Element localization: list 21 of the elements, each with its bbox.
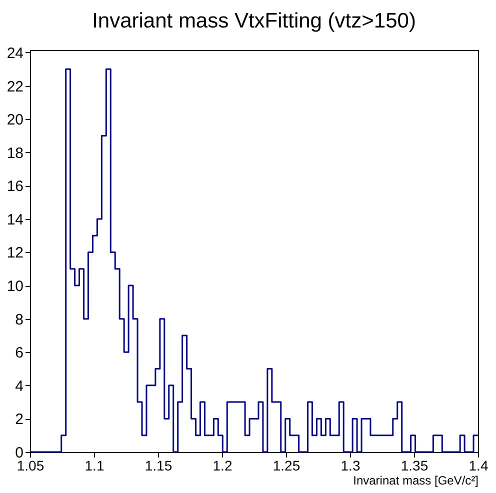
y-tick-label: 8 [15,311,24,328]
y-tick-label: 10 [6,278,24,296]
x-tick-label: 1.25 [272,458,300,474]
y-tick-label: 4 [15,378,24,395]
chart-title: Invariant mass VtxFitting (vtz>150) [92,9,416,32]
y-tick-label: 14 [6,211,24,228]
x-tick-label: 1.2 [212,458,232,474]
y-tick-label: 2 [15,411,24,428]
y-tick-label: 12 [6,244,24,262]
y-tick-label: 24 [6,44,24,62]
x-tick-label: 1.4 [468,458,488,474]
x-tick-label: 1.35 [400,458,428,474]
x-tick-label: 1.3 [340,458,360,474]
y-tick-label: 22 [6,78,24,96]
y-tick-label: 6 [15,344,24,362]
y-tick-label: 18 [6,144,24,162]
y-tick-label: 20 [6,112,24,129]
x-tick-label: 1.15 [144,458,172,474]
x-tick-label: 1.1 [84,458,104,474]
y-tick-label: 16 [6,178,24,196]
x-axis-title: Invarinat mass [GeV/c²] [353,474,478,488]
